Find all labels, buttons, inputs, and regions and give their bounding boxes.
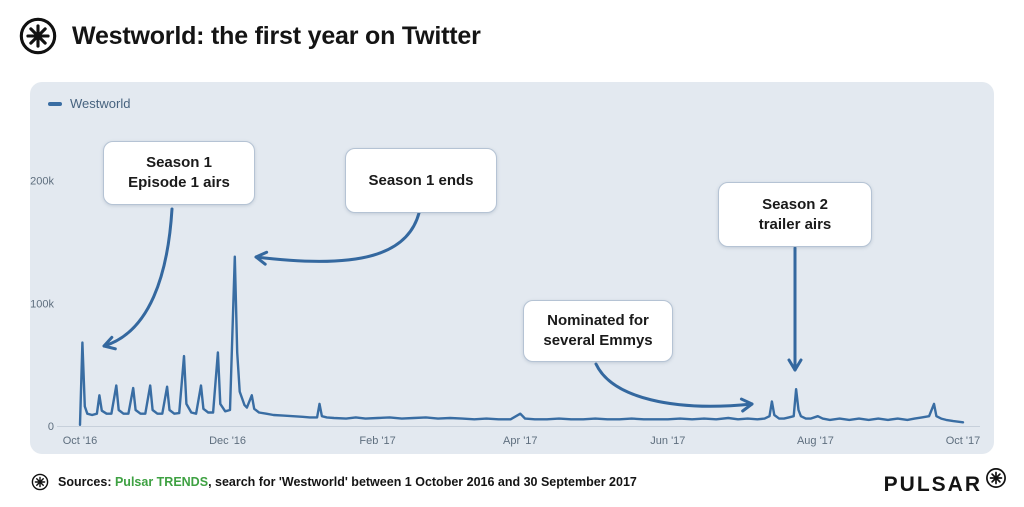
- callout-text: Season 1: [146, 154, 212, 171]
- y-tick-label: 200k: [30, 176, 54, 188]
- chart-svg: 0 100k 200k Oct '16 Dec '16 Feb '17 Apr '17 Jun…: [30, 176, 981, 447]
- callout-season1-episode1: Season 1 Episode 1 airs: [103, 141, 255, 205]
- legend-label-westworld: Westworld: [70, 96, 131, 111]
- x-tick-label: Feb '17: [359, 435, 395, 447]
- x-tick-label: Oct '16: [63, 435, 98, 447]
- pulsar-logo-brand-icon: [984, 466, 1008, 490]
- sources-line: Sources: Pulsar TRENDS, search for 'West…: [30, 472, 637, 492]
- arrow-season1-ends: [254, 211, 421, 266]
- callout-text: Nominated for: [547, 312, 649, 329]
- series-westworld-line: [78, 255, 965, 426]
- header: Westworld: the first year on Twitter: [0, 0, 1024, 72]
- arrow-emmy-nominations: [594, 362, 754, 413]
- callout-text: Season 1 ends: [368, 171, 474, 189]
- callout-text: Episode 1 airs: [128, 174, 230, 191]
- chart-panel: 0 100k 200k Oct '16 Dec '16 Feb '17 Apr '17 Jun…: [30, 82, 994, 454]
- x-tick-label: Dec '16: [209, 435, 246, 447]
- y-tick-label: 100k: [30, 298, 54, 310]
- x-tick-label: Oct '17: [946, 435, 981, 447]
- callout-season2-trailer: Season 2 trailer airs: [718, 182, 872, 247]
- callout-season1-ends: Season 1 ends: [345, 148, 497, 213]
- sources-rest: , search for 'Westworld' between 1 Octob…: [208, 475, 637, 489]
- pulsar-logo-small-icon: [30, 472, 50, 492]
- pulsar-brand: PULSAR: [884, 468, 1008, 502]
- legend-swatch-westworld: [48, 101, 62, 106]
- legend: Westworld: [48, 96, 130, 111]
- sources-text: Sources: Pulsar TRENDS, search for 'West…: [58, 475, 637, 489]
- pulsar-logo-icon: [16, 14, 60, 58]
- callout-text: several Emmys: [543, 332, 653, 349]
- y-tick-label: 0: [48, 421, 54, 433]
- x-tick-label: Aug '17: [797, 435, 834, 447]
- brand-wordmark: PULSAR: [883, 473, 982, 496]
- page-title: Westworld: the first year on Twitter: [72, 21, 481, 50]
- pulsar-trends-link[interactable]: Pulsar TRENDS: [114, 475, 209, 489]
- callout-text: Season 2: [762, 195, 828, 213]
- callout-text: trailer airs: [758, 215, 832, 233]
- sources-prefix: Sources:: [58, 475, 115, 489]
- x-tick-label: Apr '17: [503, 435, 538, 447]
- callout-emmy-nominations: Nominated for several Emmys: [523, 300, 673, 362]
- arrow-season1-episode1: [102, 207, 174, 351]
- x-tick-label: Jun '17: [650, 435, 685, 447]
